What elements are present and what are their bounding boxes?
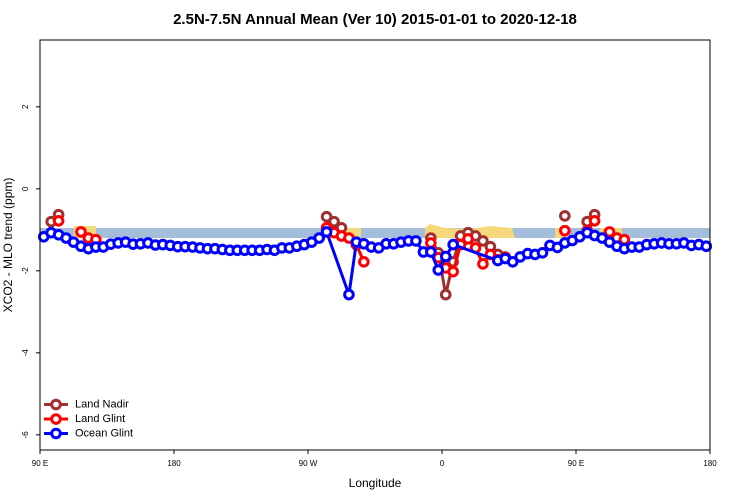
data-point <box>320 210 333 223</box>
chart-title: 2.5N-7.5N Annual Mean (Ver 10) 2015-01-0… <box>173 11 577 28</box>
data-point <box>447 238 459 251</box>
data-point <box>439 288 452 301</box>
legend-marker <box>50 413 62 425</box>
data-point <box>506 256 519 268</box>
legend-marker <box>50 398 62 411</box>
y-tick-label: 0 <box>21 186 30 191</box>
y-axis-label: XCO2 - MLO trend (ppm) <box>1 178 15 313</box>
legend-label: Land Glint <box>75 413 125 425</box>
x-tick-label: 180 <box>703 459 717 468</box>
data-point <box>477 235 489 247</box>
legend-marker <box>50 427 62 440</box>
x-tick-label: 90 W <box>299 459 318 468</box>
data-point <box>52 215 65 227</box>
x-tick-label: 90 E <box>32 459 48 468</box>
data-point <box>477 258 489 270</box>
y-tick-label: -6 <box>21 431 30 439</box>
data-point <box>700 240 713 253</box>
y-tick-label: 2 <box>21 104 30 109</box>
data-point <box>425 237 437 249</box>
y-tick-label: -2 <box>21 267 30 275</box>
data-point <box>439 250 452 263</box>
data-point <box>536 246 549 259</box>
data-point <box>462 233 474 245</box>
x-tick-label: 90 E <box>568 459 584 468</box>
data-point <box>588 215 601 227</box>
legend-label: Ocean Glint <box>75 427 133 439</box>
data-point <box>75 226 87 238</box>
data-point <box>320 226 333 238</box>
y-tick-label: -4 <box>21 349 30 357</box>
data-point <box>343 288 355 301</box>
data-point <box>358 256 370 268</box>
x-tick-label: 180 <box>167 459 181 468</box>
data-point <box>447 265 459 278</box>
data-point <box>313 232 325 244</box>
x-tick-label: 0 <box>440 459 445 468</box>
data-point <box>559 224 571 237</box>
x-axis-label: Longitude <box>349 476 402 490</box>
data-point <box>410 235 422 247</box>
data-point <box>559 210 571 222</box>
data-point <box>328 215 340 228</box>
plot-frame <box>39 39 711 451</box>
legend-label: Land Nadir <box>75 398 129 410</box>
data-point <box>425 246 437 258</box>
data-point <box>603 226 616 238</box>
data-point <box>432 264 445 276</box>
